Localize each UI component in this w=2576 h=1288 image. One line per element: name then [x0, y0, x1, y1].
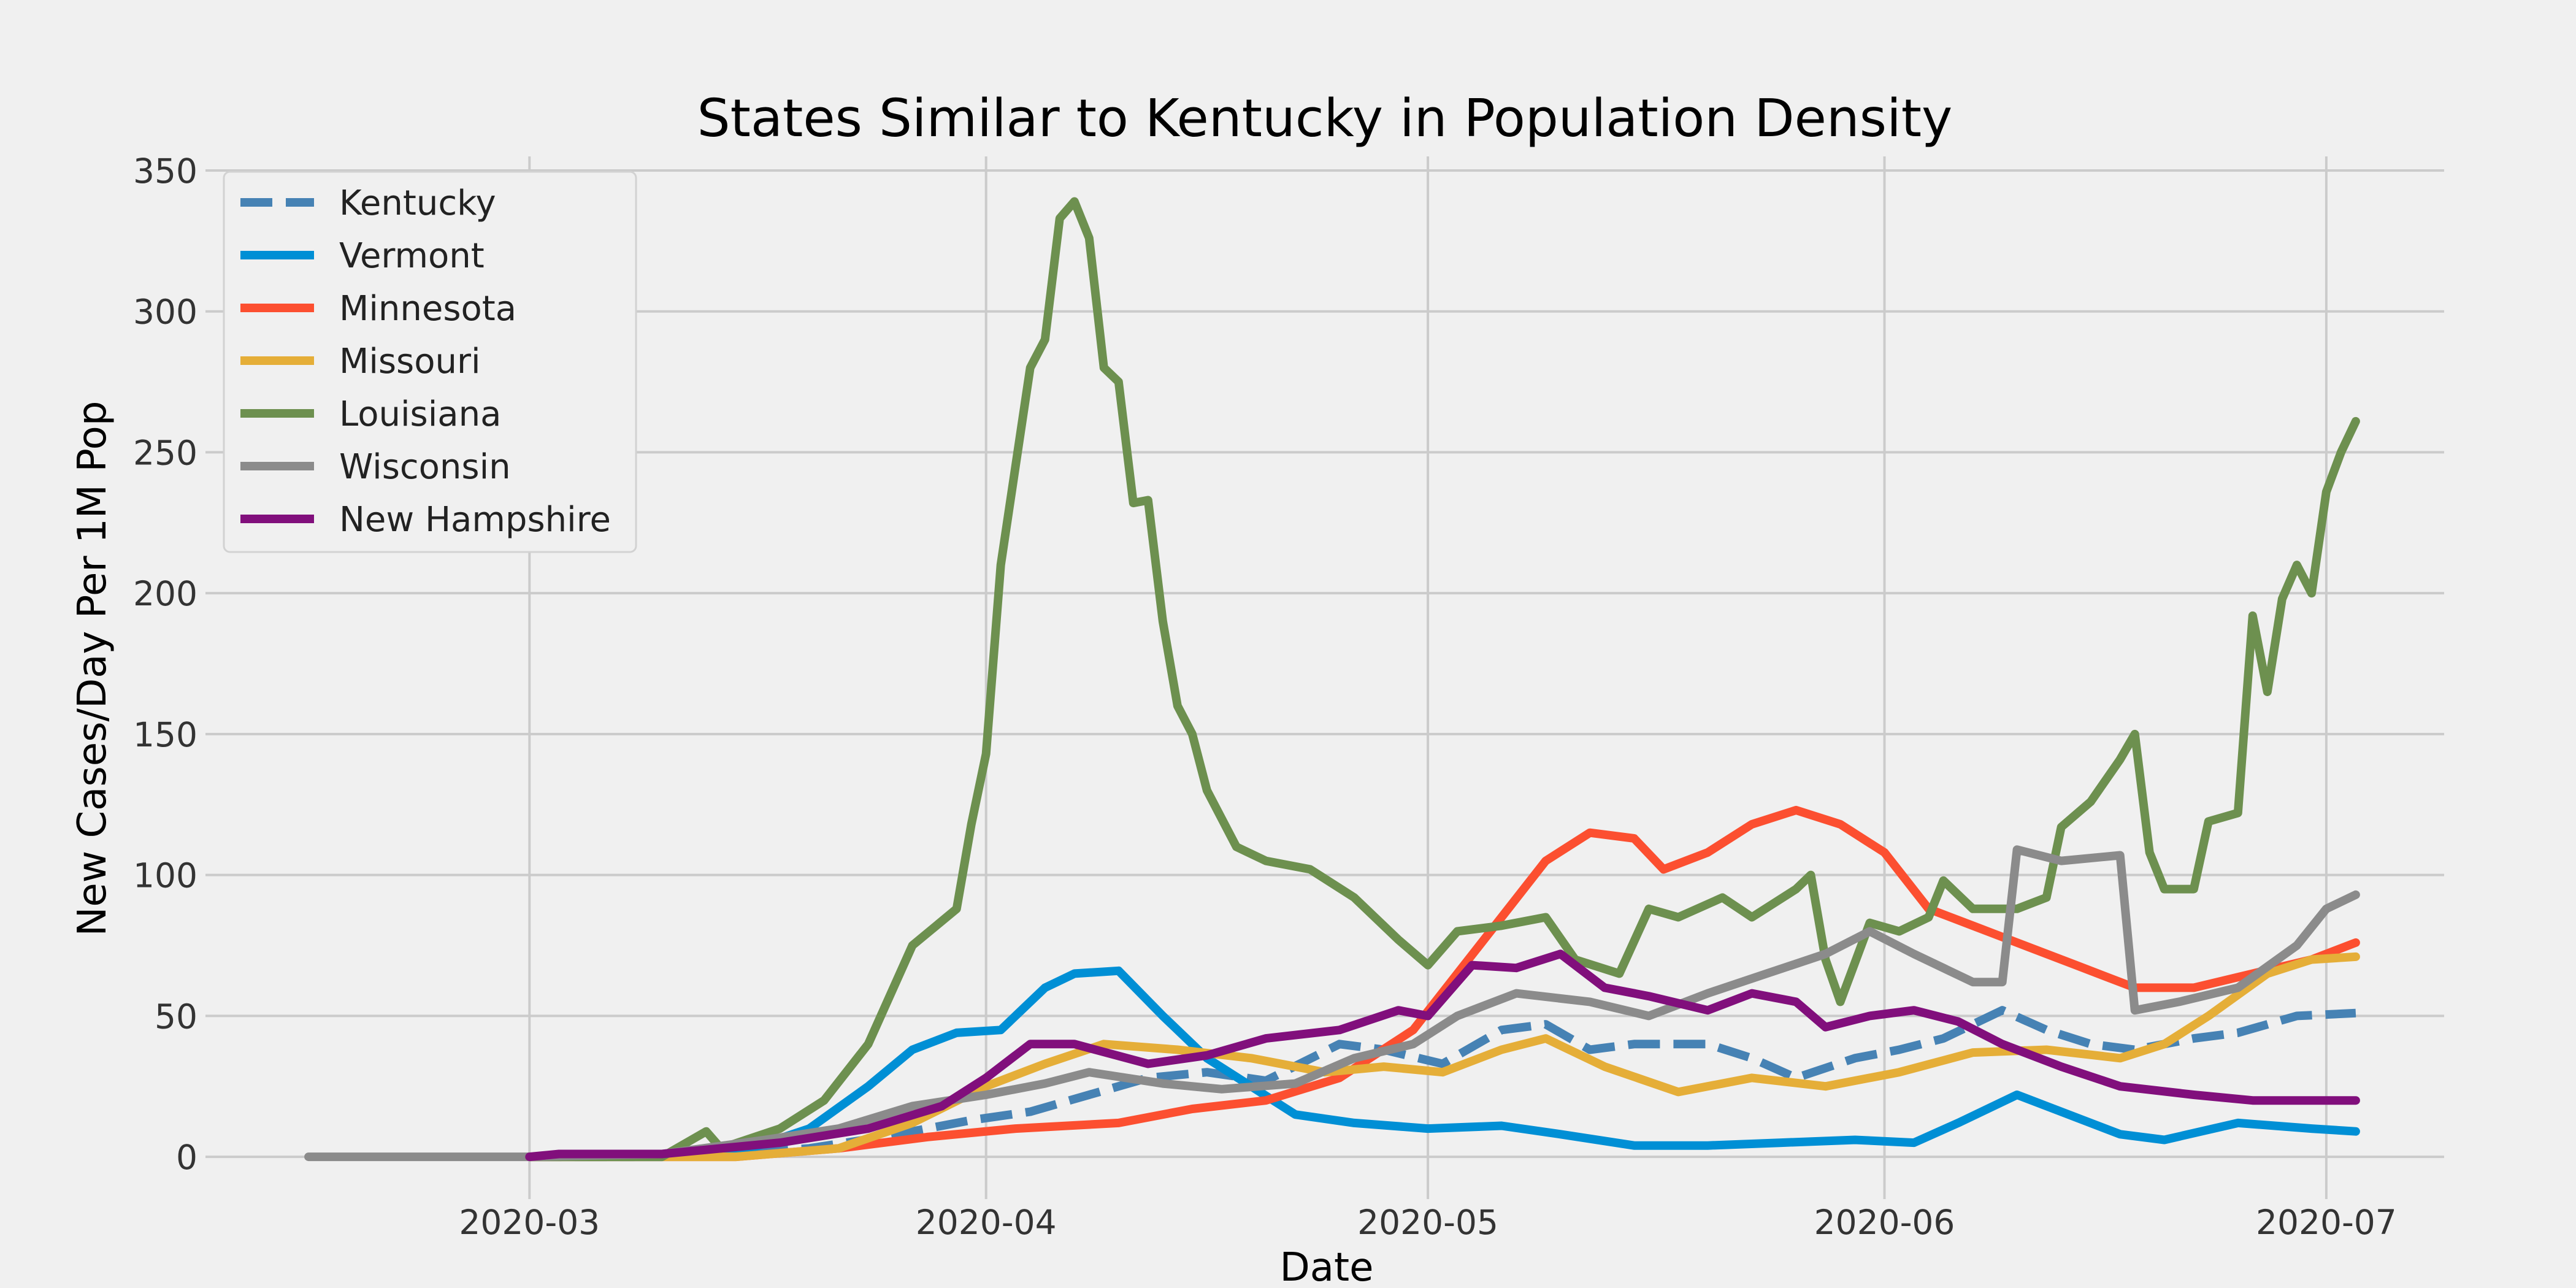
x-tick-label: 2020-05 — [1357, 1203, 1498, 1242]
x-tick-label: 2020-03 — [459, 1203, 600, 1242]
x-axis-label: Date — [1280, 1245, 1374, 1288]
series-line-vermont — [525, 966, 2360, 1162]
y-tick-labels: 0 50 100 150 200 250 300 350 — [133, 151, 197, 1177]
series-line-louisiana — [525, 197, 2360, 1162]
y-tick-label: 300 — [133, 293, 197, 332]
y-tick-label: 150 — [133, 715, 197, 754]
x-tick-label: 2020-04 — [916, 1203, 1057, 1242]
y-tick-label: 200 — [133, 574, 197, 613]
y-tick-label: 0 — [176, 1138, 197, 1177]
series-line-minnesota — [525, 805, 2360, 1162]
series-lines — [304, 197, 2360, 1162]
legend-label-louisiana: Louisiana — [339, 394, 501, 434]
legend-label-new-hampshire: New Hampshire — [339, 500, 611, 540]
legend-label-kentucky: Kentucky — [339, 183, 496, 223]
series-line-kentucky — [529, 1006, 2356, 1162]
y-tick-label: 350 — [133, 151, 197, 191]
series-line-new-hampshire — [525, 949, 2360, 1162]
x-tick-labels: 2020-03 2020-04 2020-05 2020-06 2020-07 — [459, 1203, 2396, 1242]
legend-box — [223, 171, 637, 553]
y-tick-label: 250 — [133, 433, 197, 472]
series-line-missouri — [525, 952, 2360, 1162]
x-tick-label: 2020-07 — [2256, 1203, 2397, 1242]
legend: Kentucky Vermont Minnesota Missouri Louisian… — [223, 171, 637, 553]
y-tick-label: 50 — [155, 997, 197, 1036]
chart-title: States Similar to Kentucky in Population… — [697, 88, 1953, 149]
legend-label-minnesota: Minnesota — [339, 289, 516, 329]
legend-label-wisconsin: Wisconsin — [339, 447, 511, 487]
x-tick-label: 2020-06 — [1814, 1203, 1955, 1242]
y-tick-label: 100 — [133, 856, 197, 895]
legend-label-vermont: Vermont — [339, 236, 485, 276]
y-axis-label: New Cases/Day Per 1M Pop — [70, 401, 115, 937]
legend-label-missouri: Missouri — [339, 342, 481, 381]
